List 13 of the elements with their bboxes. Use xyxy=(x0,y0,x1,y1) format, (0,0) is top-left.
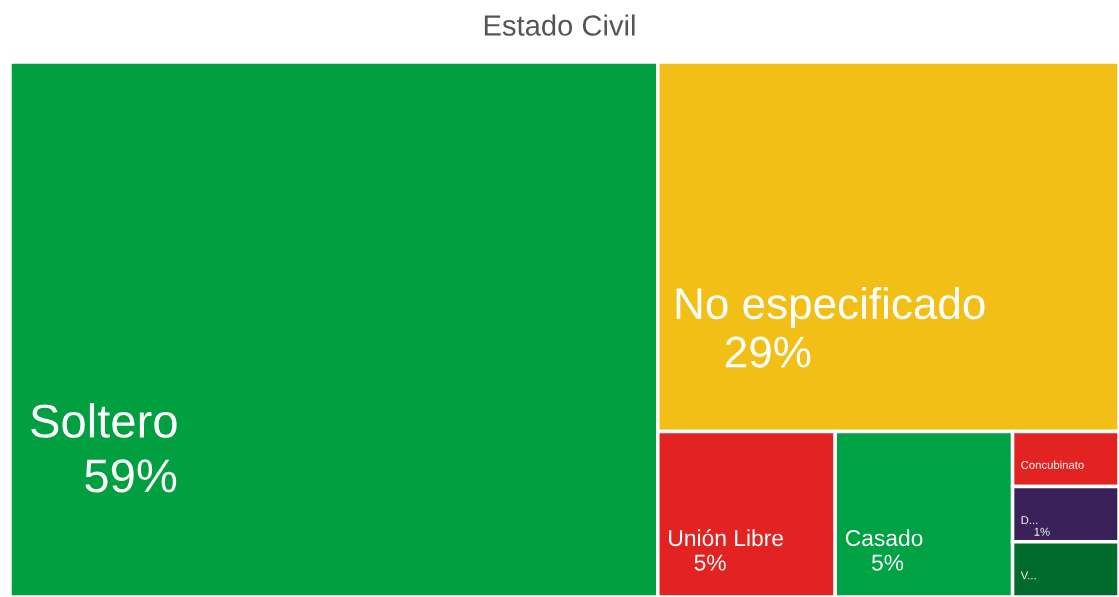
data-label: 59% xyxy=(85,459,177,493)
category-label: Soltero xyxy=(31,403,177,438)
data-label: 1% xyxy=(1034,527,1050,536)
data-label: 29% xyxy=(726,336,811,368)
text: Estado Civil xyxy=(484,14,635,36)
category-label: V... xyxy=(1020,571,1036,580)
category-label: Concubinato xyxy=(1021,460,1084,469)
data-label: 5% xyxy=(871,554,904,571)
category-label: No especificado xyxy=(676,286,985,328)
category-label: Casado xyxy=(845,529,923,547)
category-label: D... xyxy=(1021,516,1038,524)
data-label: 5% xyxy=(694,554,726,571)
category-label: Unión Libre xyxy=(669,529,783,547)
